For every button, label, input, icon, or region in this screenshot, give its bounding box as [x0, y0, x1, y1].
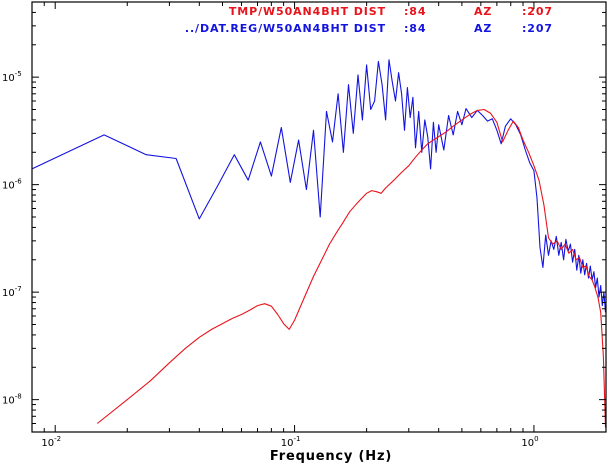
plot-frame [31, 1, 607, 433]
legend-az-label-2: AZ [474, 22, 492, 35]
legend-az-2: :207 [522, 22, 553, 35]
y-tick-label-exp: -8 [15, 393, 22, 401]
x-tick-label: 100 [521, 435, 538, 449]
y-tick-label: 10-7 [2, 285, 22, 299]
y-tick-label: 10-5 [2, 70, 22, 84]
y-tick-label-base: 10 [2, 288, 15, 299]
x-tick-label-base: 10 [41, 438, 54, 449]
legend-text-2: ../DAT.REG/W50AN4BHT DIST [185, 22, 386, 35]
legend-az-label-1: AZ [474, 5, 492, 18]
y-tick-label-exp: -5 [15, 70, 22, 78]
y-tick-label: 10-8 [2, 393, 22, 407]
x-tick-label-base: 10 [281, 438, 294, 449]
x-axis-label: Frequency (Hz) [270, 449, 392, 463]
plot-area [32, 59, 606, 428]
series-line-2 [96, 108, 606, 428]
legend-text-1: TMP/W50AN4BHT DIST [229, 5, 386, 18]
y-tick-label-base: 10 [2, 396, 15, 407]
y-tick-label-exp: -7 [15, 285, 22, 293]
y-tick-label-base: 10 [2, 181, 15, 192]
x-tick-label-base: 10 [521, 438, 534, 449]
y-tick-label: 10-6 [2, 178, 22, 192]
legend-dist-1: :84 [404, 5, 426, 18]
y-tick-label-exp: -6 [15, 178, 23, 186]
series-line-1 [32, 59, 606, 313]
legend-az-1: :207 [522, 5, 553, 18]
x-tick-label: 10-2 [41, 435, 61, 449]
legend: TMP/W50AN4BHT DIST :84 AZ :207 ../DAT.REG/W5… [185, 5, 553, 35]
y-tick-label-base: 10 [2, 73, 15, 84]
x-tick-label-exp: -2 [54, 435, 61, 443]
x-tick-label-exp: -1 [293, 435, 300, 443]
x-tick-label: 10-1 [281, 435, 301, 449]
legend-dist-2: :84 [404, 22, 426, 35]
x-tick-label-exp: 0 [534, 435, 538, 443]
